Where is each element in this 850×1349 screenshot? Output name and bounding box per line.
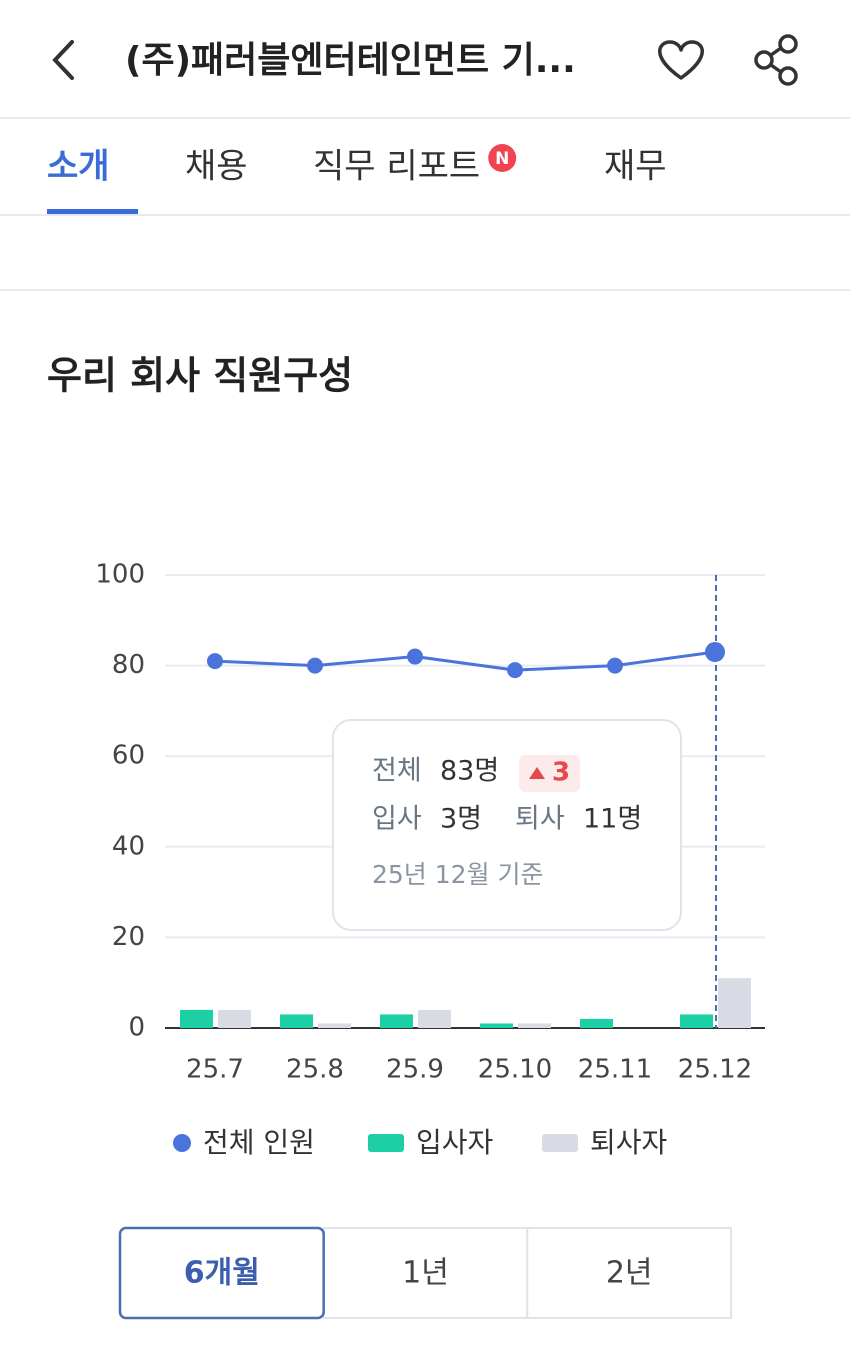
bar (518, 1023, 551, 1028)
bar (318, 1023, 351, 1028)
y-tick-label: 0 (128, 1013, 145, 1043)
legend-label: 퇴사자 (590, 1126, 667, 1159)
tooltip-value: 11명 (583, 804, 642, 835)
x-tick-label: 25.11 (578, 1055, 652, 1085)
new-badge-label: N (495, 149, 509, 169)
tooltip-label: 퇴사 (515, 804, 565, 835)
tab[interactable]: 소개 (47, 147, 110, 187)
header-title: (주)패러블엔터테인먼트 기... (125, 40, 576, 81)
x-tick-label: 25.10 (478, 1055, 552, 1085)
tab-indicator (47, 209, 138, 214)
period-selected-outline (118, 1226, 325, 1320)
tooltip-box (332, 719, 682, 931)
bar (280, 1014, 313, 1028)
legend-label: 전체 인원 (203, 1126, 315, 1159)
point (307, 657, 323, 674)
bar (418, 1009, 451, 1028)
period-label: 2년 (606, 1256, 653, 1291)
up-icon (529, 767, 545, 779)
bar (580, 1018, 613, 1028)
tab[interactable]: 직무 리포트 (313, 147, 480, 187)
period-label: 1년 (402, 1256, 449, 1291)
bar (180, 1009, 213, 1028)
period-selector: 6개월 1년 2년 (118, 1226, 732, 1320)
share-button[interactable] (754, 34, 798, 86)
x-tick-label: 25.8 (286, 1055, 344, 1085)
legend-swatch (368, 1134, 404, 1152)
legend-label: 입사자 (416, 1126, 493, 1159)
point (407, 648, 423, 665)
period-label: 6개월 (184, 1256, 260, 1291)
tab[interactable]: 재무 (604, 147, 667, 187)
tooltip: 전체 83명 3 입사 3명 퇴사 11명 25년 12월 기준 (332, 719, 682, 931)
period-button[interactable] (526, 1227, 732, 1319)
line (214, 650, 716, 672)
point (607, 657, 623, 674)
point (705, 642, 725, 663)
x-tick-label: 25.9 (386, 1055, 444, 1085)
back-button[interactable] (52, 40, 74, 80)
point (207, 653, 223, 670)
section-title: 우리 회사 직원구성 (47, 354, 353, 398)
y-tick-label: 100 (95, 560, 145, 590)
y-tick-label: 40 (112, 831, 145, 861)
tooltip-label: 입사 (372, 804, 422, 835)
change-badge (519, 755, 580, 792)
tab[interactable]: 채용 (185, 147, 248, 187)
legend-swatch (173, 1134, 191, 1152)
y-tick-label: 60 (112, 741, 145, 771)
legend: 전체 인원 입사자 퇴사자 (173, 1126, 667, 1159)
bar (718, 978, 751, 1028)
x-tick-label: 25.7 (186, 1055, 244, 1085)
bar (380, 1014, 413, 1028)
bar (680, 1014, 713, 1028)
favorite-button[interactable] (658, 40, 704, 80)
legend-swatch (542, 1134, 578, 1152)
new-badge (488, 144, 517, 172)
tab-bar: 소개 채용 직무 리포트 N 재무 (47, 144, 667, 214)
y-tick-label: 20 (112, 922, 145, 952)
point (507, 662, 523, 679)
period-button[interactable] (322, 1227, 529, 1319)
chart: 0 20 40 60 80 100 25.7 25.8 25.9 25.10 25.11 25.12 (95, 560, 765, 1085)
tooltip-change: 3 (552, 758, 570, 788)
x-tick-label: 25.12 (678, 1055, 752, 1085)
tooltip-label: 전체 (372, 756, 422, 787)
tooltip-value: 83명 (440, 756, 499, 787)
tooltip-note: 25년 12월 기준 (372, 860, 544, 889)
y-tick-label: 80 (112, 650, 145, 680)
bar (218, 1009, 251, 1028)
tooltip-value: 3명 (440, 804, 482, 835)
bar (480, 1023, 513, 1028)
